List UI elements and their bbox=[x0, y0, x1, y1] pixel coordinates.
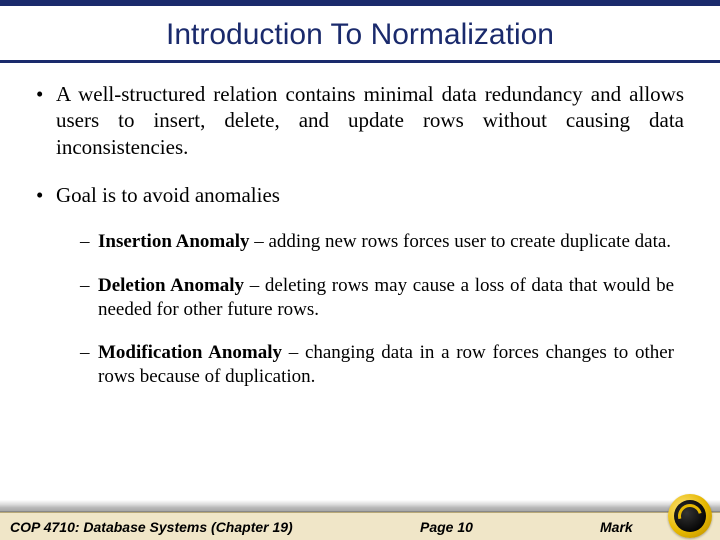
page-title: Introduction To Normalization bbox=[0, 6, 720, 60]
footer-author: Mark bbox=[600, 519, 633, 535]
anomaly-label: Insertion Anomaly bbox=[98, 231, 250, 252]
footer-course: COP 4710: Database Systems (Chapter 19) bbox=[10, 519, 293, 535]
bullet-text: Goal is to avoid anomalies bbox=[56, 182, 684, 208]
sub-bullet-text: Modification Anomaly – changing data in … bbox=[98, 341, 674, 389]
footer-shade bbox=[0, 500, 720, 512]
bullet-dot: • bbox=[36, 182, 56, 208]
sub-bullet-list: – Insertion Anomaly – adding new rows fo… bbox=[36, 230, 684, 389]
bullet-item: • A well-structured relation contains mi… bbox=[36, 81, 684, 160]
anomaly-desc: – adding new rows forces user to create … bbox=[250, 231, 672, 252]
sub-bullet-dash: – bbox=[80, 230, 98, 254]
content-area: • A well-structured relation contains mi… bbox=[0, 63, 720, 419]
footer-page: Page 10 bbox=[420, 519, 473, 535]
anomaly-label: Modification Anomaly bbox=[98, 342, 282, 363]
bullet-text: A well-structured relation contains mini… bbox=[56, 81, 684, 160]
bullet-item: • Goal is to avoid anomalies bbox=[36, 182, 684, 208]
sub-bullet-item: – Insertion Anomaly – adding new rows fo… bbox=[80, 230, 674, 254]
footer: COP 4710: Database Systems (Chapter 19) … bbox=[0, 500, 720, 540]
sub-bullet-item: – Modification Anomaly – changing data i… bbox=[80, 341, 674, 389]
anomaly-label: Deletion Anomaly bbox=[98, 275, 244, 296]
sub-bullet-text: Deletion Anomaly – deleting rows may cau… bbox=[98, 274, 674, 322]
ucf-logo-icon bbox=[668, 494, 712, 538]
sub-bullet-dash: – bbox=[80, 341, 98, 389]
sub-bullet-dash: – bbox=[80, 274, 98, 322]
bullet-dot: • bbox=[36, 81, 56, 160]
sub-bullet-item: – Deletion Anomaly – deleting rows may c… bbox=[80, 274, 674, 322]
footer-bar: COP 4710: Database Systems (Chapter 19) … bbox=[0, 512, 720, 540]
sub-bullet-text: Insertion Anomaly – adding new rows forc… bbox=[98, 230, 674, 254]
